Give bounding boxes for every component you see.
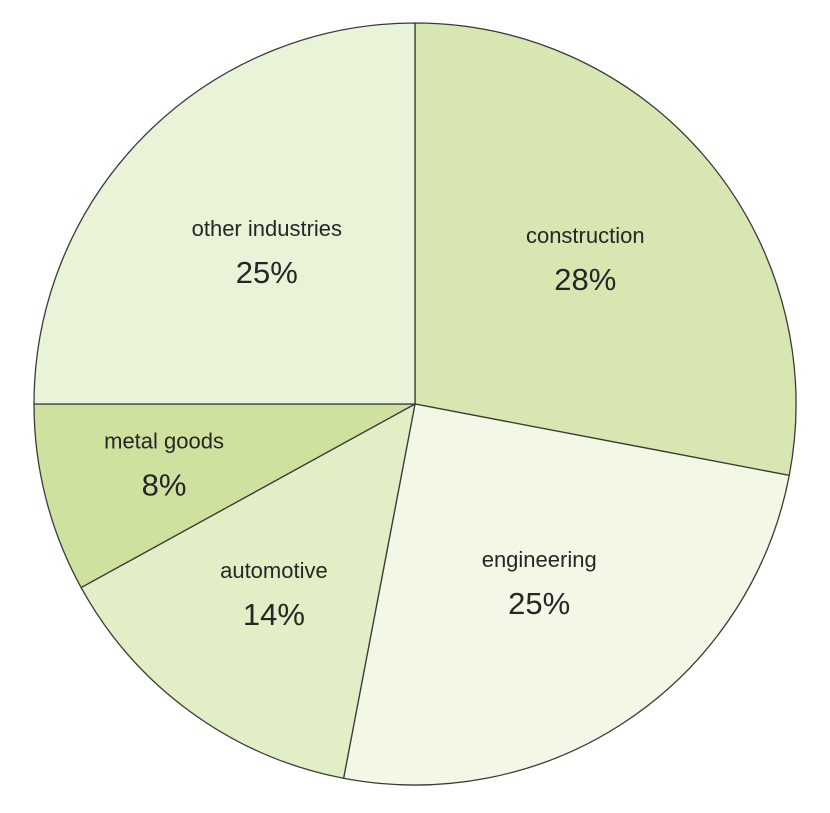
pie-slice-engineering [342, 403, 791, 786]
pie-slice-automotive [80, 402, 416, 780]
slice-label-engineering: engineering [482, 547, 597, 572]
slice-value-construction: 28% [554, 262, 616, 297]
pie-slice-construction [414, 22, 797, 477]
pie-labels: construction 28% engineering 25% automotive 1… [104, 216, 644, 632]
slice-label-automotive: automotive [220, 558, 328, 583]
pie-slice-metal-goods [33, 403, 416, 589]
pie-slice-other-industries [33, 22, 416, 405]
slice-value-engineering: 25% [508, 586, 570, 621]
pie-slices [33, 22, 797, 786]
slice-value-automotive: 14% [243, 597, 305, 632]
slice-value-other-industries: 25% [236, 255, 298, 290]
slice-value-metal-goods: 8% [142, 467, 187, 502]
slice-label-other-industries: other industries [192, 216, 342, 241]
slice-label-metal-goods: metal goods [104, 428, 224, 453]
slice-label-construction: construction [526, 223, 645, 248]
